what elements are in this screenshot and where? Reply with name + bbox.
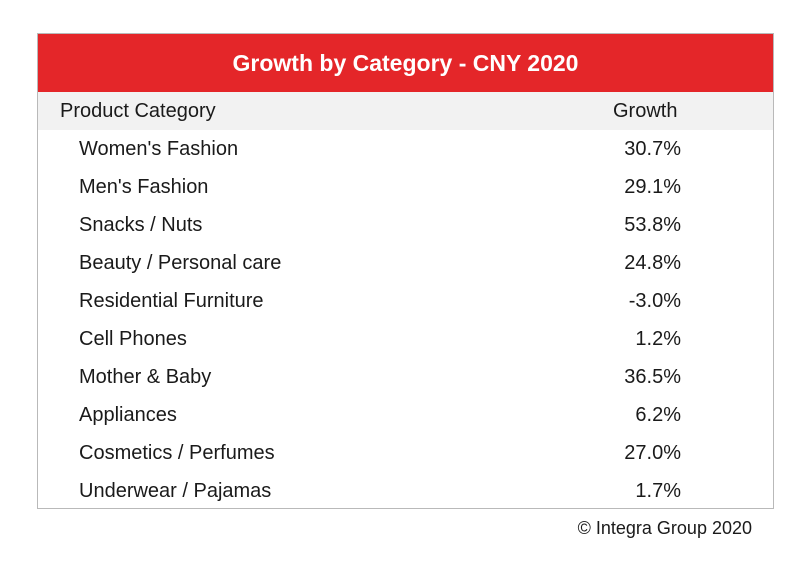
growth-table: Growth by Category - CNY 2020 Product Ca… — [37, 33, 774, 509]
table-header-row: Product Category Growth — [38, 92, 773, 130]
growth-cell: 27.0% — [624, 442, 681, 464]
growth-cell: 36.5% — [624, 366, 681, 388]
category-cell: Mother & Baby — [79, 366, 212, 388]
category-cell: Underwear / Pajamas — [79, 480, 272, 502]
table-row: Snacks / Nuts 53.8% — [38, 206, 773, 244]
growth-cell: 30.7% — [624, 138, 681, 160]
growth-cell: 53.8% — [624, 214, 681, 236]
category-cell: Men's Fashion — [79, 176, 209, 198]
category-cell: Residential Furniture — [79, 290, 264, 312]
table-row: Cell Phones 1.2% — [38, 320, 773, 358]
table-row: Cosmetics / Perfumes 27.0% — [38, 434, 773, 472]
table-body: Women's Fashion 30.7% Men's Fashion 29.1… — [38, 130, 773, 510]
growth-cell: 29.1% — [624, 176, 681, 198]
table-row: Men's Fashion 29.1% — [38, 168, 773, 206]
table-row: Beauty / Personal care 24.8% — [38, 244, 773, 282]
category-cell: Cell Phones — [79, 328, 187, 350]
category-cell: Beauty / Personal care — [79, 252, 282, 274]
copyright-footer: © Integra Group 2020 — [577, 518, 752, 538]
category-cell: Snacks / Nuts — [79, 214, 203, 236]
table-title: Growth by Category - CNY 2020 — [38, 34, 773, 92]
growth-cell: 6.2% — [635, 404, 681, 426]
category-cell: Appliances — [79, 404, 177, 426]
table-row: Underwear / Pajamas 1.7% — [38, 472, 773, 510]
category-cell: Women's Fashion — [79, 138, 239, 160]
table-row: Women's Fashion 30.7% — [38, 130, 773, 168]
table-row: Residential Furniture -3.0% — [38, 282, 773, 320]
header-product-category: Product Category — [60, 100, 216, 122]
growth-cell: 1.2% — [635, 328, 681, 350]
table-row: Appliances 6.2% — [38, 396, 773, 434]
growth-cell: -3.0% — [628, 290, 681, 312]
growth-cell: 1.7% — [635, 480, 681, 502]
header-growth: Growth — [613, 100, 678, 122]
table-row: Mother & Baby 36.5% — [38, 358, 773, 396]
growth-cell: 24.8% — [624, 252, 681, 274]
category-cell: Cosmetics / Perfumes — [79, 442, 275, 464]
